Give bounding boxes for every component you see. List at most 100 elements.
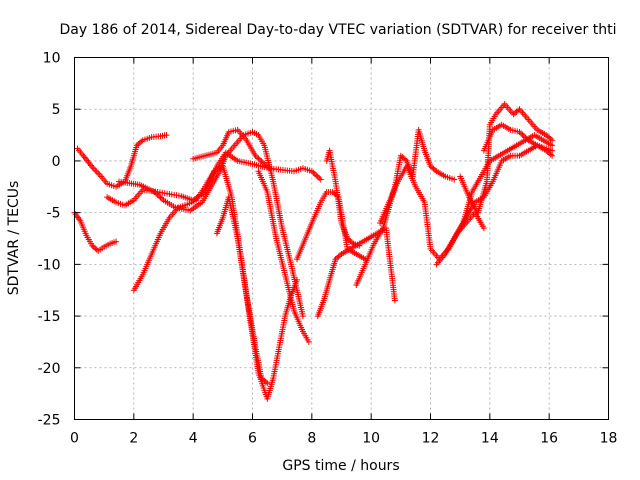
- data-point: [288, 261, 306, 317]
- data-point: [480, 180, 495, 201]
- data-point: [317, 191, 329, 206]
- data-point: [219, 130, 231, 149]
- data-point: [243, 137, 258, 157]
- data-point: [116, 178, 141, 188]
- data-point: [148, 133, 162, 141]
- data-point: [264, 380, 271, 387]
- data-point: [95, 245, 106, 254]
- data-point: [160, 197, 177, 210]
- x-axis-tick-labels: 0 2 4 6 8 10 12 14 16 18: [70, 431, 617, 447]
- data-point: [513, 138, 527, 149]
- data-point: [421, 199, 434, 250]
- data-point: [540, 137, 554, 148]
- data-point: [199, 185, 213, 206]
- data-point: [219, 163, 235, 199]
- data-point: [270, 346, 282, 382]
- data-point: [549, 137, 556, 144]
- data-point: [154, 188, 171, 197]
- data-point: [157, 216, 172, 237]
- data-point: [534, 142, 548, 153]
- data-point: [175, 202, 189, 211]
- data-point: [166, 206, 180, 221]
- data-point: [451, 176, 458, 183]
- data-point: [332, 178, 345, 224]
- x-tick-label: 10: [362, 431, 380, 447]
- y-tick-label: 5: [52, 102, 61, 118]
- y-tick-label: -5: [47, 206, 61, 222]
- y-tick-label: -20: [38, 361, 61, 377]
- data-point: [80, 152, 95, 169]
- data-point: [267, 166, 274, 173]
- data-point: [193, 185, 207, 204]
- data-point: [89, 242, 100, 253]
- data-point: [480, 225, 487, 232]
- data-point: [107, 239, 118, 247]
- data-point: [163, 132, 170, 139]
- grid-lines: [74, 57, 609, 420]
- data-point: [507, 126, 521, 135]
- data-point: [427, 163, 438, 173]
- y-tick-label: -10: [38, 257, 61, 273]
- data-point: [151, 188, 166, 202]
- data-point: [202, 170, 216, 190]
- data-point: [516, 106, 530, 121]
- data-point: [207, 170, 222, 190]
- data-point: [213, 144, 225, 156]
- data-point: [445, 232, 460, 252]
- x-tick-label: 18: [600, 431, 618, 447]
- data-point: [498, 121, 512, 132]
- data-point: [133, 138, 145, 149]
- data-point: [255, 132, 267, 147]
- data-point: [397, 152, 409, 163]
- data-point: [299, 313, 306, 320]
- data-point: [225, 194, 241, 240]
- data-point: [273, 235, 288, 276]
- data-point: [442, 173, 456, 182]
- data-point: [380, 206, 392, 232]
- data-point: [294, 276, 300, 283]
- x-tick-label: 14: [481, 431, 499, 447]
- data-point: [507, 152, 521, 159]
- data-point: [255, 168, 270, 193]
- data-point: [166, 191, 182, 199]
- data-point: [344, 245, 358, 256]
- data-point: [276, 315, 288, 351]
- data-point: [279, 225, 294, 266]
- data-point: [344, 235, 355, 246]
- data-point: [213, 216, 226, 237]
- x-tick-label: 12: [422, 431, 440, 447]
- data-point: [383, 225, 398, 302]
- series-3: [116, 128, 306, 320]
- data-point: [234, 157, 254, 167]
- series-7: [255, 168, 312, 345]
- series-8: [314, 225, 398, 320]
- data-point: [320, 278, 333, 304]
- plot-frame: [74, 57, 609, 420]
- data-point: [121, 198, 136, 209]
- data-point: [549, 147, 556, 154]
- data-point: [415, 126, 427, 152]
- data-point: [210, 164, 225, 175]
- data-point: [234, 126, 249, 142]
- data-point: [148, 232, 163, 258]
- data-point: [273, 166, 286, 173]
- data-point: [362, 242, 377, 268]
- data-point: [480, 128, 495, 154]
- data-point: [308, 168, 323, 182]
- series-11: [353, 126, 458, 289]
- data-point: [403, 163, 418, 188]
- data-point: [495, 148, 509, 159]
- data-point: [77, 217, 89, 237]
- data-point: [252, 152, 266, 166]
- data-point: [89, 164, 103, 178]
- y-tick-label: -15: [38, 309, 61, 325]
- data-point: [332, 252, 344, 263]
- x-tick-label: 2: [129, 431, 138, 447]
- data-point: [104, 180, 117, 190]
- series-16: [445, 142, 556, 252]
- data-point: [543, 147, 554, 158]
- data-point: [412, 183, 427, 204]
- data-point: [365, 231, 379, 242]
- data-point: [472, 195, 486, 206]
